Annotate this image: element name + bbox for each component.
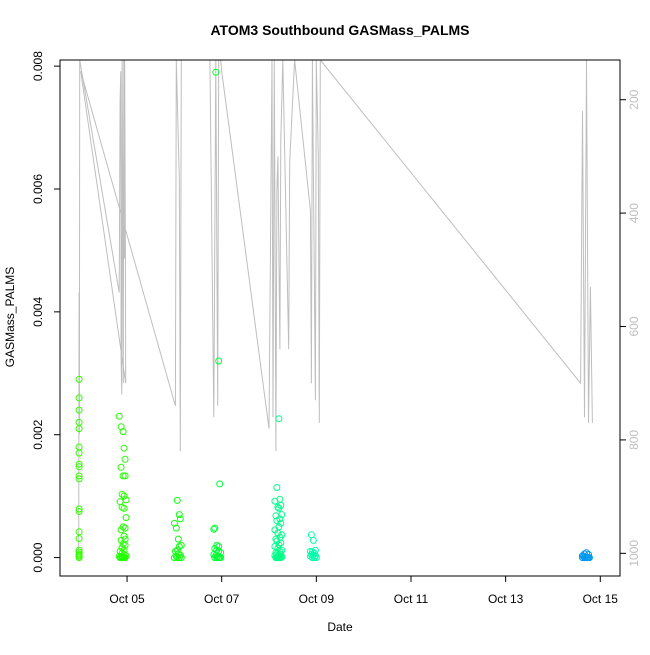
data-point [275,415,283,423]
y-tick-label: 0.000 [31,542,45,572]
data-point [122,496,130,504]
right-tick-label: 200 [627,89,641,109]
chart-title: ATOM3 Southbound GASMass_PALMS [210,22,469,38]
data-point [215,543,223,550]
right-tick-label: 1000 [627,540,641,567]
data-point [307,531,315,539]
data-point [119,472,127,480]
data-point [277,554,285,562]
x-tick-label: Oct 09 [299,592,335,606]
data-point [115,412,123,420]
data-point [275,523,283,531]
data-point [116,554,124,562]
y-tick-label: 0.004 [31,297,45,327]
data-point [277,519,285,527]
data-point [274,554,282,562]
data-point [583,554,590,562]
data-point [121,472,129,480]
y-axis-label: GASMass_PALMS [3,267,17,367]
data-point [170,554,178,562]
data-point [75,394,83,402]
data-point [312,554,320,562]
x-axis-label: Date [327,620,353,634]
data-point [174,535,182,543]
data-point [75,463,83,471]
data-point [75,528,83,536]
x-tick-label: Oct 05 [109,592,145,606]
data-point [275,504,283,512]
x-tick-label: Oct 07 [204,592,240,606]
pressure-trace-layer [78,60,593,554]
data-point [119,428,127,436]
data-point [585,554,592,562]
data-point [216,480,224,488]
x-tick-label: Oct 11 [394,592,429,606]
data-point [120,492,128,500]
data-point [274,529,282,537]
data-point [117,463,125,471]
y-tick-label: 0.006 [31,174,45,204]
data-point [581,554,588,562]
data-point [177,554,185,562]
data-point [75,535,83,542]
data-point [217,554,225,562]
data-point [176,515,184,523]
data-point [75,449,83,457]
data-point [75,460,83,468]
data-point [75,375,83,383]
data-point [75,475,83,483]
data-point [175,554,183,562]
data-point [212,68,220,76]
data-point [75,406,83,414]
data-point [213,554,221,562]
plot-frame [59,59,621,577]
data-point [309,536,317,544]
right-tick-label: 800 [627,430,641,450]
data-point [172,524,180,532]
data-point [75,472,83,480]
data-point [120,444,128,452]
data-point [122,514,130,522]
right-tick-label: 600 [627,316,641,336]
right-axis: 200 400 600 800 1000 [619,89,641,567]
data-point [275,541,283,549]
data-point [308,554,316,562]
data-point [211,524,219,532]
data-point [173,496,181,504]
data-point [118,490,126,498]
data-point [117,536,125,544]
left-axis: 0.000 0.002 0.004 0.006 0.008 [31,51,61,573]
data-point [274,503,282,511]
y-tick-label: 0.008 [31,51,45,81]
data-point [121,524,129,532]
y-tick-label: 0.002 [31,419,45,449]
pressure-trace-line [78,60,593,554]
data-point [271,497,279,505]
data-point [75,425,83,433]
data-point [273,484,281,491]
data-point [120,554,128,562]
data-point [118,554,126,562]
data-point [120,504,128,512]
data-point [277,539,285,547]
right-tick-label: 400 [627,203,641,223]
data-point [175,511,183,519]
data-point [310,554,318,562]
data-point [215,357,223,365]
data-point [210,525,218,533]
x-tick-label: Oct 13 [488,592,524,606]
data-points-layer [75,68,593,562]
bottom-axis: Oct 05 Oct 07 Oct 09 Oct 11 Oct 13 Oct 15 [109,575,619,606]
data-point [173,554,181,562]
data-point [215,554,223,562]
x-tick-label: Oct 15 [583,592,619,606]
data-point [75,508,83,515]
data-point [75,554,83,562]
data-point [175,543,183,550]
data-point [117,526,125,534]
data-point [75,505,83,513]
data-point [121,455,129,463]
